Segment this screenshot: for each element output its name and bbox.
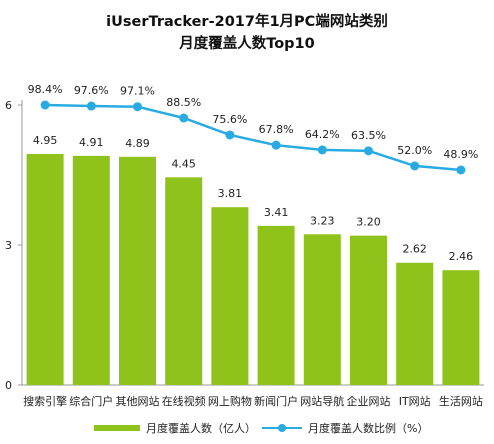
chart-title-line-1: iUserTracker-2017年1月PC端网站类别	[106, 14, 388, 30]
bar	[396, 262, 434, 385]
line-point	[133, 102, 142, 112]
bar-value-label: 3.23	[310, 214, 335, 227]
x-tick-label: 企业网站	[347, 394, 391, 408]
y-tick-label: 3	[5, 239, 12, 252]
bar-value-label: 3.20	[356, 216, 381, 229]
bar	[350, 235, 387, 385]
legend-bar-swatch	[94, 425, 140, 431]
line-point	[179, 113, 189, 123]
x-tick-label: 搜索引擎	[23, 394, 67, 408]
legend-item-line: 月度覆盖人数比例（%）	[262, 420, 428, 436]
line-point	[456, 165, 466, 175]
line-point	[364, 146, 373, 156]
bar	[211, 207, 249, 385]
x-tick-label: 其他网站	[116, 394, 160, 408]
x-tick-label: 在线视频	[162, 394, 206, 408]
line-value-label: 48.9%	[443, 148, 478, 161]
bar	[119, 156, 156, 385]
bar-value-label: 4.91	[79, 136, 104, 149]
legend-bar-label: 月度覆盖人数（亿人）	[146, 422, 256, 435]
line-value-label: 97.6%	[74, 84, 109, 97]
x-tick-label: 网站导航	[300, 394, 344, 408]
line-series-path	[45, 103, 462, 172]
y-tick-label: 6	[5, 99, 12, 112]
x-tick-label: 综合门户	[69, 394, 113, 408]
bar	[165, 177, 203, 385]
x-tick-label: IT网站	[399, 394, 431, 408]
bar	[257, 225, 295, 385]
chart-title-line-2: 月度覆盖人数Top10	[179, 36, 315, 52]
x-tick-label: 生活网站	[439, 394, 483, 408]
line-value-label: 52.0%	[397, 144, 432, 157]
legend-item-bar: 月度覆盖人数（亿人）	[94, 420, 256, 436]
bar-value-label: 2.62	[402, 243, 427, 256]
bar	[442, 270, 480, 385]
bar-value-label: 2.46	[449, 250, 474, 263]
line-value-label: 75.6%	[212, 113, 247, 126]
bar-value-label: 3.81	[218, 187, 243, 200]
line-point	[410, 161, 420, 171]
line-value-label: 97.1%	[120, 85, 155, 98]
line-point	[317, 145, 327, 155]
bar-value-label: 3.41	[264, 206, 289, 219]
bar-value-label: 4.45	[171, 157, 196, 170]
line-value-label: 98.4%	[28, 83, 63, 96]
bar-value-label: 4.89	[125, 137, 150, 150]
line-value-label: 64.2%	[305, 128, 340, 141]
line-value-label: 88.5%	[166, 96, 201, 109]
bar	[303, 234, 341, 385]
bar	[26, 154, 64, 385]
x-tick-label: 网上购物	[208, 394, 252, 408]
legend-line-label: 月度覆盖人数比例（%）	[308, 422, 429, 435]
line-value-label: 63.5%	[351, 129, 386, 142]
y-tick-label: 0	[5, 379, 12, 392]
line-point	[225, 130, 235, 140]
bar-value-label: 4.95	[33, 134, 58, 147]
bar	[72, 155, 110, 385]
legend-line-swatch	[262, 423, 302, 433]
line-value-label: 67.8%	[259, 123, 294, 136]
x-tick-label: 新闻门户	[254, 394, 298, 408]
line-point	[40, 100, 50, 110]
line-point	[86, 101, 96, 111]
line-point	[271, 140, 281, 150]
